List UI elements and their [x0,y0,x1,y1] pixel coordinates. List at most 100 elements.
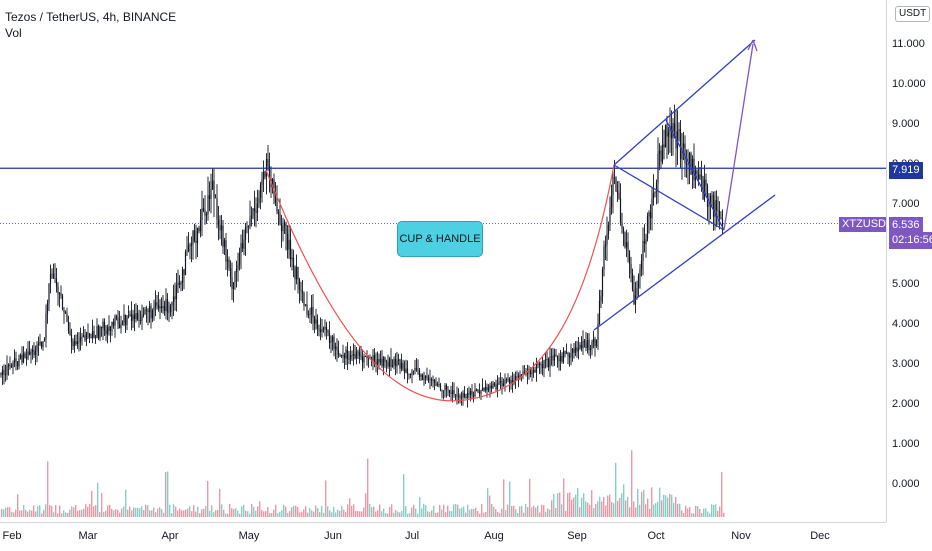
candle-body [573,349,575,353]
candle-body [52,273,55,278]
volume-bar [217,509,219,517]
candle-body [601,269,604,297]
candle-body [705,179,707,186]
candle-body [565,352,568,354]
volume-bar [579,507,581,517]
volume-bar [297,507,299,517]
price-tick-label: 7.000 [892,198,920,210]
volume-bar [171,513,173,517]
volume-bar [511,505,513,517]
projection-arrow [723,43,754,231]
currency-button[interactable]: USDT [895,6,931,22]
volume-bar [373,506,375,517]
volume-bar [9,507,11,517]
volume-bar [339,510,341,517]
volume-bar [53,512,55,517]
candle-body [475,389,478,391]
volume-bar [41,513,43,517]
candle-body [348,358,350,360]
candle-body [76,341,79,345]
candle-body [382,357,385,367]
candle-body [322,328,325,330]
candle-body [79,337,82,342]
volume-bar [495,509,497,517]
candle-body [328,332,331,343]
volume-bar [629,507,631,517]
cup-handle-note[interactable]: CUP & HANDLE [397,221,483,257]
candle-body [417,369,419,371]
volume-bar [419,497,421,517]
price-tick-label: 4.000 [892,318,920,330]
candle-body [141,315,143,321]
volume-bar [533,505,535,517]
volume-bar [313,511,315,517]
volume-bar [301,511,303,517]
volume-bar [493,506,495,517]
volume-bar [291,507,293,517]
candle-body [49,274,52,284]
candle-body [255,210,257,213]
volume-bar [235,508,237,517]
symbol-title[interactable]: Tezos / TetherUS, 4h, BINANCE [5,10,177,24]
candle-body [393,358,395,365]
volume-bar [245,510,247,517]
candle-body [336,346,338,351]
volume-bar [683,512,685,517]
candle-body [717,210,719,211]
candle-body [406,368,409,375]
chart-canvas[interactable] [0,0,886,522]
volume-bar [691,513,693,517]
candle-body [30,351,32,355]
candle-body [90,336,92,339]
volume-bar [673,502,675,517]
volume-bar [333,506,335,517]
candle-body [538,363,541,365]
candle-body [430,379,433,381]
volume-bar [275,504,277,517]
volume-bar [611,502,613,517]
volume-bar [283,504,285,517]
candle-body [499,381,502,382]
volume-bar [379,504,381,517]
volume-bar [197,506,199,517]
volume-label[interactable]: Vol [5,26,22,40]
candle-body [139,320,142,321]
candle-body [303,292,305,306]
candle-body [465,397,467,399]
volume-bar [699,508,701,517]
volume-bar [531,507,533,517]
volume-bar [289,511,291,517]
candle-body [532,369,535,373]
time-scale[interactable]: Feb Mar Apr May Jun Jul Aug Sep Oct Nov Dec [0,522,886,551]
volume-bar [671,494,673,517]
candle-body [343,354,346,359]
time-tick-label: Aug [484,530,504,542]
volume-bar [135,507,137,517]
candle-body [426,375,428,378]
volume-bar [497,511,499,517]
candle-body [87,332,89,334]
volume-bar [469,509,471,517]
volume-bar [591,490,593,517]
volume-bar [307,512,309,517]
volume-bar [205,505,207,517]
candle-body [541,364,544,368]
volume-bar [555,507,557,517]
volume-bar [237,510,239,517]
candle-body [357,351,359,353]
candle-body [681,147,683,160]
candle-body [235,268,238,272]
candle-body [508,378,511,384]
candle-body [261,179,263,185]
candle-body [574,347,577,353]
candle-body [186,251,188,253]
volume-bar [105,510,107,517]
candle-body [70,334,73,342]
candle-body [250,215,253,219]
candle-body [474,389,476,397]
price-scale[interactable]: USDT 11.00010.0009.0008.0007.0006.0005.0… [886,0,932,522]
candle-body [151,310,154,319]
candle-body [442,390,445,392]
candle-body [363,356,365,363]
chart-pane[interactable]: Tezos / TetherUS, 4h, BINANCE Vol CUP & … [0,0,886,522]
